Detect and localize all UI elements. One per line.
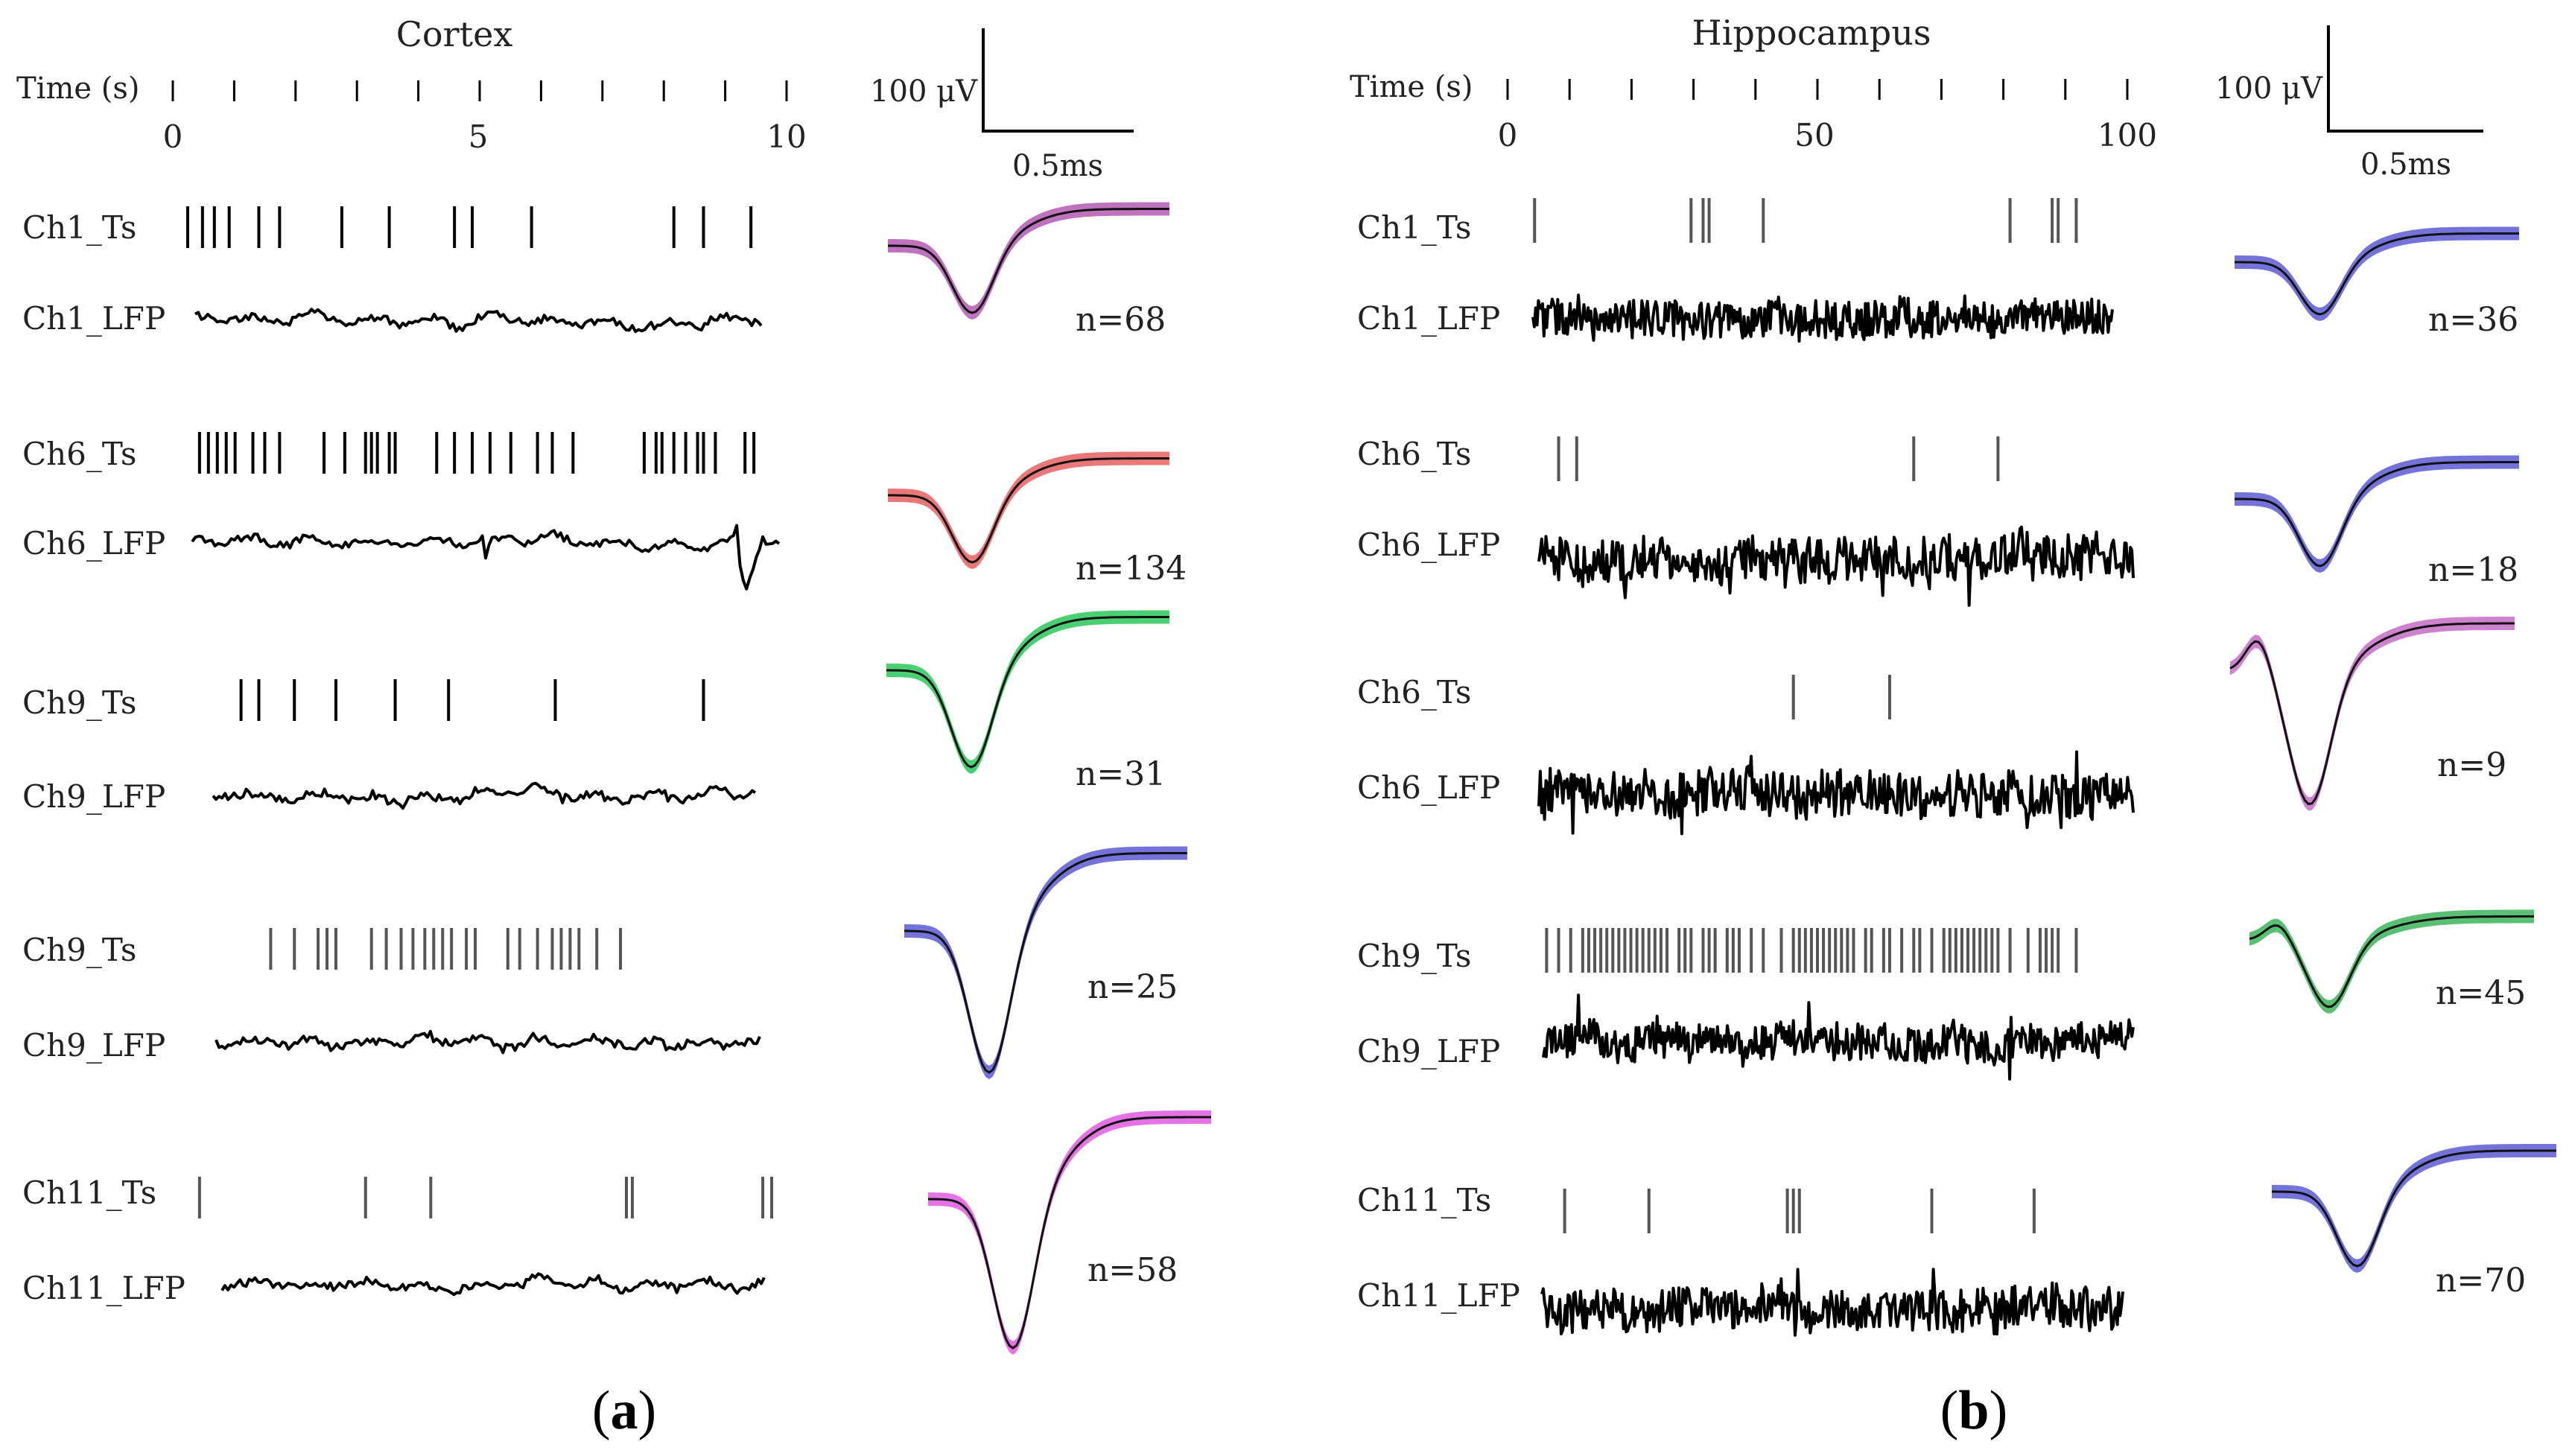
panel-b-row-1-lfp-trace bbox=[1531, 293, 2114, 343]
panel-a-row-3-waveform-mean bbox=[886, 616, 1169, 769]
panel-a-row-5-waveform-mean bbox=[927, 1116, 1211, 1349]
panel-b-row-1-count: n=36 bbox=[2428, 301, 2518, 339]
panel-b-row-5-ts-label: Ch11_Ts bbox=[1357, 1182, 1491, 1218]
panel-a-row-3-lfp-trace bbox=[212, 781, 757, 810]
panel-a-row-4-lfp-label: Ch9_LFP bbox=[22, 1027, 165, 1064]
panel-b-row-1-waveform-mean bbox=[2235, 232, 2519, 316]
panel-a-row-1-waveform-mean bbox=[888, 208, 1169, 314]
panel-b-row-3-waveform-mean bbox=[2229, 622, 2515, 806]
panel-a-row-4-count: n=25 bbox=[1087, 968, 1178, 1006]
panel-a: Cortex Time (s) 0 5 10 100 μV 0.5ms Ch1_… bbox=[16, 14, 1211, 1441]
panel-b-time-axis-label: Time (s) bbox=[1350, 70, 1473, 104]
panel-a-tick-label-0: 0 bbox=[163, 118, 183, 155]
panel-a-tick-marks bbox=[171, 80, 788, 101]
panel-b-scale-bar: 100 μV 0.5ms bbox=[2215, 25, 2483, 182]
panel-b-row-2-ts-label: Ch6_Ts bbox=[1357, 436, 1471, 472]
panel-a-row-5-lfp-label: Ch11_LFP bbox=[22, 1270, 185, 1306]
panel-a-row-1-lfp-label: Ch1_LFP bbox=[22, 300, 165, 337]
panel-b-label: (b) bbox=[1940, 1380, 2007, 1441]
panel-a-row-4-waveform-band bbox=[904, 846, 1187, 1079]
panel-a-row-4-ts-label: Ch9_Ts bbox=[22, 932, 136, 968]
panel-a-row-3-lfp-label: Ch9_LFP bbox=[22, 778, 165, 815]
panel-a-scale-time: 0.5ms bbox=[1012, 149, 1103, 183]
panel-a-row-2-count: n=134 bbox=[1076, 550, 1187, 588]
panel-b-row-5-waveform-band bbox=[2272, 1144, 2556, 1273]
panel-a-row-2-waveform-mean bbox=[888, 457, 1169, 564]
panel-b-row-4-waveform-mean bbox=[2249, 915, 2534, 1008]
panel-a-row-5-ts-label: Ch11_Ts bbox=[22, 1174, 156, 1211]
panel-a-row-5-count: n=58 bbox=[1087, 1251, 1178, 1289]
panel-b-tick-label-1: 50 bbox=[1794, 117, 1834, 153]
panel-b-row-3-count: n=9 bbox=[2437, 746, 2506, 784]
panel-b-row-2-waveform-mean bbox=[2235, 461, 2519, 568]
panel-b-tick-label-2: 100 bbox=[2098, 117, 2157, 153]
panel-b-tick-label-0: 0 bbox=[1498, 117, 1518, 153]
panel-a-row-1-count: n=68 bbox=[1076, 301, 1166, 339]
panel-a-time-axis-label: Time (s) bbox=[16, 71, 140, 106]
panel-b-row-2-count: n=18 bbox=[2428, 551, 2518, 589]
panel-a-row-3-ts-label: Ch9_Ts bbox=[22, 684, 136, 721]
panel-b-row-1-ts-label: Ch1_Ts bbox=[1357, 209, 1471, 246]
panel-b-row-4-count: n=45 bbox=[2436, 974, 2526, 1012]
panel-b-row-3-lfp-trace bbox=[1537, 750, 2135, 836]
panel-a-row-2-lfp-label: Ch6_LFP bbox=[22, 525, 165, 562]
panel-b-traces bbox=[1531, 198, 2556, 1337]
panel-b-scale-time: 0.5ms bbox=[2360, 147, 2451, 182]
panel-b: Hippocampus Time (s) 0 50 100 100 μV 0.5… bbox=[1350, 13, 2556, 1441]
panel-a-label: (a) bbox=[592, 1380, 656, 1441]
panel-b-scale-bar-lines bbox=[2327, 25, 2483, 133]
panel-b-row-4-waveform-band bbox=[2249, 909, 2534, 1014]
panel-b-row-5-lfp-label: Ch11_LFP bbox=[1357, 1277, 1520, 1314]
panel-a-row-4-lfp-trace bbox=[215, 1029, 761, 1055]
panel-a-scale-bar: 100 μV 0.5ms bbox=[870, 28, 1134, 183]
panel-b-row-1-waveform-band bbox=[2235, 226, 2519, 321]
panel-a-row-4-waveform-mean bbox=[904, 852, 1187, 1074]
panel-a-row-1-ts-label: Ch1_Ts bbox=[22, 209, 136, 246]
panel-a-row-2-ts-label: Ch6_Ts bbox=[22, 436, 136, 472]
panel-a-traces bbox=[185, 202, 1211, 1355]
panel-a-row-3-waveform-band bbox=[886, 610, 1169, 774]
panel-a-row-1-lfp-trace bbox=[194, 308, 763, 334]
panel-a-row-5-waveform-band bbox=[928, 1110, 1211, 1355]
panel-a-row-3-count: n=31 bbox=[1076, 755, 1166, 793]
panel-b-row-3-ts-label: Ch6_Ts bbox=[1357, 674, 1471, 710]
panel-b-row-4-lfp-trace bbox=[1542, 994, 2135, 1081]
panel-b-tick-marks bbox=[1506, 79, 2129, 100]
panel-a-region-title: Cortex bbox=[396, 14, 513, 54]
panel-b-row-3-waveform-band bbox=[2230, 617, 2515, 811]
panel-b-row-2-lfp-label: Ch6_LFP bbox=[1357, 527, 1500, 563]
panel-a-scale-bar-lines bbox=[982, 28, 1134, 133]
panel-b-time-axis: Time (s) 0 50 100 bbox=[1350, 70, 2157, 153]
panel-b-row-5-lfp-trace bbox=[1540, 1268, 2124, 1337]
panel-a-row-2-lfp-trace bbox=[191, 524, 781, 591]
panel-b-region-title: Hippocampus bbox=[1692, 13, 1931, 53]
panel-b-row-4-ts-label: Ch9_Ts bbox=[1357, 938, 1471, 974]
panel-b-row-4-lfp-label: Ch9_LFP bbox=[1357, 1033, 1500, 1069]
panel-a-tick-label-1: 5 bbox=[469, 118, 489, 155]
panel-a-tick-label-2: 10 bbox=[766, 118, 806, 155]
panel-b-row-3-lfp-label: Ch6_LFP bbox=[1357, 769, 1500, 806]
panel-b-scale-voltage: 100 μV bbox=[2215, 71, 2323, 106]
panel-a-scale-voltage: 100 μV bbox=[870, 74, 978, 109]
panel-b-row-2-lfp-trace bbox=[1537, 525, 2135, 607]
panel-b-row-5-count: n=70 bbox=[2436, 1262, 2526, 1300]
panel-a-time-axis: Time (s) 0 5 10 bbox=[16, 71, 807, 155]
panel-b-row-5-waveform-mean bbox=[2272, 1149, 2556, 1268]
panel-a-row-5-lfp-trace bbox=[220, 1272, 766, 1297]
panel-b-row-1-lfp-label: Ch1_LFP bbox=[1357, 300, 1500, 337]
